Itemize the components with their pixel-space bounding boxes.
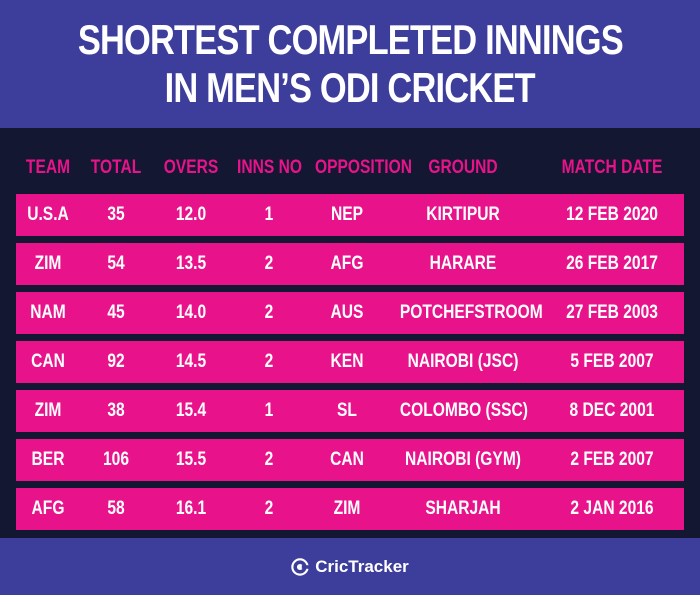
cell-inns-no: 2 (264, 253, 274, 274)
cell-ground: SHARJAH (425, 498, 501, 519)
cell-total: 45 (107, 302, 125, 323)
cell-team: ZIM (34, 400, 62, 421)
table-header-row: TEAM TOTAL OVERS INNS NO OPPOSITION GROU… (16, 150, 684, 186)
cell-total: 92 (107, 351, 125, 372)
cell-total: 58 (107, 498, 125, 519)
table-body: U.S.A 35 12.0 1 NEP KIRTIPUR 12 FEB 2020… (16, 194, 684, 537)
cell-inns-no: 1 (264, 204, 274, 225)
cell-inns-no: 1 (264, 400, 274, 421)
crictracker-logo-icon (291, 557, 310, 576)
column-header-ground: GROUND (428, 157, 498, 178)
cell-overs: 14.5 (175, 351, 207, 372)
cell-overs: 14.0 (175, 302, 207, 323)
table-row: U.S.A 35 12.0 1 NEP KIRTIPUR 12 FEB 2020 (16, 194, 684, 236)
cell-total: 54 (107, 253, 125, 274)
column-header-inns-no: INNS NO (237, 157, 302, 178)
cell-ground: HARARE (429, 253, 497, 274)
footer: CricTracker (0, 538, 700, 595)
cell-opposition: NEP (330, 204, 364, 225)
cell-match-date: 27 FEB 2003 (566, 302, 658, 323)
column-header-team: TEAM (25, 157, 71, 178)
column-header-overs: OVERS (163, 157, 219, 178)
innings-table: TEAM TOTAL OVERS INNS NO OPPOSITION GROU… (0, 128, 700, 538)
cell-overs: 16.1 (175, 498, 207, 519)
cell-ground: NAIROBI (JSC) (407, 351, 519, 372)
cell-opposition: AFG (330, 253, 364, 274)
cell-team: CAN (31, 351, 65, 372)
table-row: AFG 58 16.1 2 ZIM SHARJAH 2 JAN 2016 (16, 488, 684, 530)
cell-total: 35 (107, 204, 125, 225)
cell-opposition: ZIM (333, 498, 361, 519)
cell-team: U.S.A (27, 204, 69, 225)
cell-opposition: KEN (330, 351, 364, 372)
cell-match-date: 5 FEB 2007 (570, 351, 654, 372)
cell-match-date: 2 JAN 2016 (570, 498, 654, 519)
cell-ground: COLOMBO (SSC) (399, 400, 528, 421)
cell-overs: 13.5 (175, 253, 207, 274)
cell-match-date: 12 FEB 2020 (566, 204, 658, 225)
column-header-opposition: OPPOSITION (315, 157, 412, 178)
cell-team: AFG (31, 498, 65, 519)
cell-match-date: 26 FEB 2017 (566, 253, 658, 274)
brand-name: CricTracker (315, 556, 409, 576)
cell-match-date: 2 FEB 2007 (570, 449, 654, 470)
page-title-line-2: IN MEN’S ODI CRICKET (164, 64, 536, 111)
cell-team: BER (31, 449, 65, 470)
table-row: ZIM 54 13.5 2 AFG HARARE 26 FEB 2017 (16, 243, 684, 285)
cell-inns-no: 2 (264, 498, 274, 519)
cell-opposition: CAN (330, 449, 364, 470)
brand-logo: CricTracker (291, 557, 409, 577)
cell-ground: POTCHEFSTROOM (399, 302, 543, 323)
column-header-match-date: MATCH DATE (561, 157, 663, 178)
cell-ground: KIRTIPUR (426, 204, 500, 225)
table-row: BER 106 15.5 2 CAN NAIROBI (GYM) 2 FEB 2… (16, 439, 684, 481)
cell-overs: 15.4 (175, 400, 207, 421)
cell-team: ZIM (34, 253, 62, 274)
table-row: CAN 92 14.5 2 KEN NAIROBI (JSC) 5 FEB 20… (16, 341, 684, 383)
cell-opposition: SL (337, 400, 357, 421)
cell-inns-no: 2 (264, 449, 274, 470)
cell-overs: 15.5 (175, 449, 207, 470)
table-row: ZIM 38 15.4 1 SL COLOMBO (SSC) 8 DEC 200… (16, 390, 684, 432)
cell-overs: 12.0 (175, 204, 207, 225)
page-title-line-1: SHORTEST COMPLETED INNINGS (77, 16, 623, 63)
cell-match-date: 8 DEC 2001 (569, 400, 655, 421)
cell-opposition: AUS (330, 302, 364, 323)
column-header-total: TOTAL (90, 157, 142, 178)
cell-inns-no: 2 (264, 351, 274, 372)
cell-total: 38 (107, 400, 125, 421)
cell-team: NAM (30, 302, 66, 323)
cell-ground: NAIROBI (GYM) (405, 449, 521, 470)
header: SHORTEST COMPLETED INNINGS IN MEN’S ODI … (0, 0, 700, 128)
table-row: NAM 45 14.0 2 AUS POTCHEFSTROOM 27 FEB 2… (16, 292, 684, 334)
cell-total: 106 (102, 449, 129, 470)
cell-inns-no: 2 (264, 302, 274, 323)
